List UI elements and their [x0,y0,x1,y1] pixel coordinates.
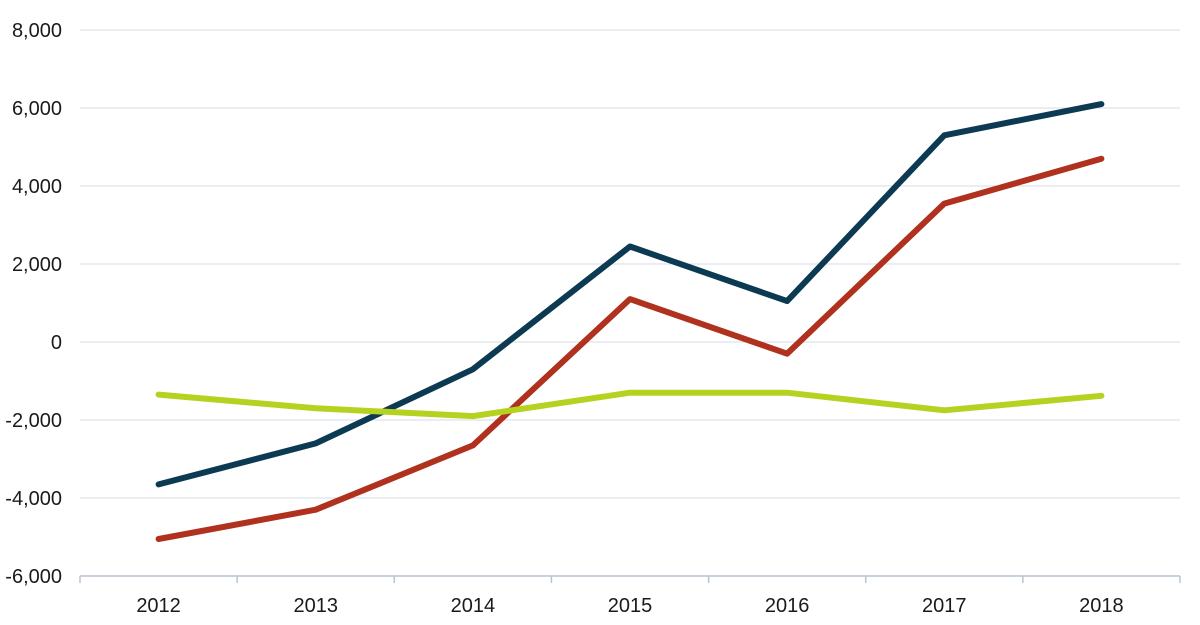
x-tick-label: 2014 [451,595,496,617]
x-tick-label: 2012 [136,595,181,617]
y-tick-label: 8,000 [12,20,62,42]
y-tick-label: 2,000 [12,254,62,276]
y-tick-label: 0 [51,332,62,354]
x-tick-label: 2018 [1079,595,1124,617]
x-tick-label: 2015 [608,595,653,617]
series-line-3 [155,389,1105,420]
y-tick-label: -2,000 [5,410,62,432]
y-tick-label: -4,000 [5,488,62,510]
series-lines [155,101,1105,542]
x-tick-label: 2013 [293,595,338,617]
x-tick-label: 2016 [765,595,810,617]
x-axis [79,575,1181,583]
x-axis-tick-labels: 2012 2013 2014 2015 2016 2017 2018 [136,595,1123,617]
y-tick-label: 4,000 [12,176,62,198]
series-line-2 [155,155,1105,542]
y-axis-tick-labels: 8,000 6,000 4,000 2,000 0 -2,000 -4,000 -6,000 [5,20,62,588]
x-tick-label: 2017 [922,595,967,617]
y-tick-label: -6,000 [5,566,62,588]
gridlines [80,29,1180,499]
series-line-1 [155,101,1105,488]
y-tick-label: 6,000 [12,98,62,120]
